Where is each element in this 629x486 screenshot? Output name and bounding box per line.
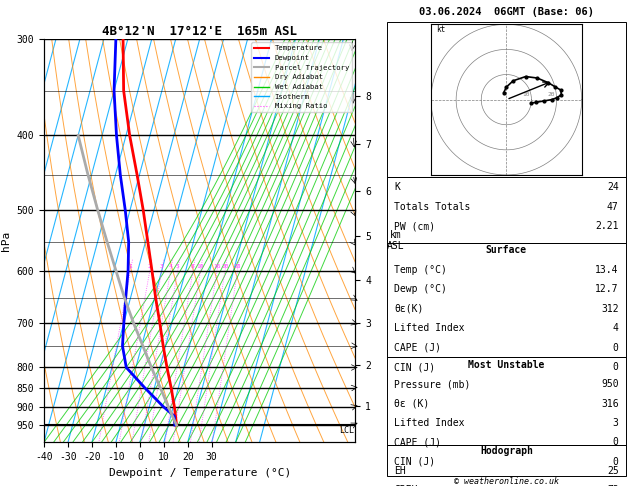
Bar <box>387 243 626 357</box>
Text: 24: 24 <box>607 182 619 192</box>
Text: 28: 28 <box>233 264 241 269</box>
Text: CAPE (J): CAPE (J) <box>394 437 441 448</box>
Y-axis label: km
ASL: km ASL <box>387 230 405 251</box>
Text: 2: 2 <box>148 264 152 269</box>
Text: K: K <box>394 182 400 192</box>
Text: 12.7: 12.7 <box>595 284 619 295</box>
Text: 10: 10 <box>197 264 204 269</box>
Text: 25: 25 <box>607 466 619 476</box>
Text: 3: 3 <box>613 418 619 428</box>
Title: 4B°12'N  17°12'E  165m ASL: 4B°12'N 17°12'E 165m ASL <box>102 25 298 38</box>
Text: θε (K): θε (K) <box>394 399 429 409</box>
Text: SREH: SREH <box>394 485 418 486</box>
Text: 316: 316 <box>601 399 619 409</box>
Text: kt: kt <box>436 25 445 34</box>
Text: 73: 73 <box>607 485 619 486</box>
X-axis label: Dewpoint / Temperature (°C): Dewpoint / Temperature (°C) <box>109 468 291 478</box>
Text: 20: 20 <box>221 264 229 269</box>
Text: Pressure (mb): Pressure (mb) <box>394 379 470 389</box>
Text: 03.06.2024  06GMT (Base: 06): 03.06.2024 06GMT (Base: 06) <box>419 7 594 17</box>
Legend: Temperature, Dewpoint, Parcel Trajectory, Dry Adiabat, Wet Adiabat, Isotherm, Mi: Temperature, Dewpoint, Parcel Trajectory… <box>252 42 352 112</box>
Text: 0: 0 <box>613 457 619 467</box>
Text: 8: 8 <box>191 264 195 269</box>
Text: 0: 0 <box>613 437 619 448</box>
Text: Lifted Index: Lifted Index <box>394 323 464 333</box>
Bar <box>387 22 626 177</box>
Text: CAPE (J): CAPE (J) <box>394 343 441 353</box>
Text: 47: 47 <box>607 202 619 212</box>
Text: © weatheronline.co.uk: © weatheronline.co.uk <box>454 477 559 486</box>
Text: 2.21: 2.21 <box>595 221 619 231</box>
Text: Dewp (°C): Dewp (°C) <box>394 284 447 295</box>
Bar <box>387 445 626 476</box>
Text: 13.4: 13.4 <box>595 265 619 275</box>
Text: 950: 950 <box>601 379 619 389</box>
Text: 0: 0 <box>613 362 619 372</box>
Text: Totals Totals: Totals Totals <box>394 202 470 212</box>
Text: θε(K): θε(K) <box>394 304 423 314</box>
Text: 5: 5 <box>175 264 179 269</box>
Text: 0: 0 <box>613 343 619 353</box>
Text: 3: 3 <box>160 264 164 269</box>
Text: LCL: LCL <box>339 426 354 435</box>
Text: Hodograph: Hodograph <box>480 446 533 456</box>
Text: Most Unstable: Most Unstable <box>468 360 545 370</box>
Text: Surface: Surface <box>486 245 527 256</box>
Y-axis label: hPa: hPa <box>1 230 11 251</box>
Bar <box>387 177 626 243</box>
Text: Lifted Index: Lifted Index <box>394 418 464 428</box>
Text: CIN (J): CIN (J) <box>394 457 435 467</box>
Text: 4: 4 <box>169 264 172 269</box>
Text: 16: 16 <box>213 264 221 269</box>
Text: 312: 312 <box>601 304 619 314</box>
Text: EH: EH <box>394 466 406 476</box>
Text: 4: 4 <box>613 323 619 333</box>
Text: 1: 1 <box>128 264 132 269</box>
Text: PW (cm): PW (cm) <box>394 221 435 231</box>
Text: CIN (J): CIN (J) <box>394 362 435 372</box>
Text: 20: 20 <box>548 92 555 97</box>
Bar <box>387 357 626 445</box>
Text: 10: 10 <box>523 92 530 97</box>
Text: Temp (°C): Temp (°C) <box>394 265 447 275</box>
